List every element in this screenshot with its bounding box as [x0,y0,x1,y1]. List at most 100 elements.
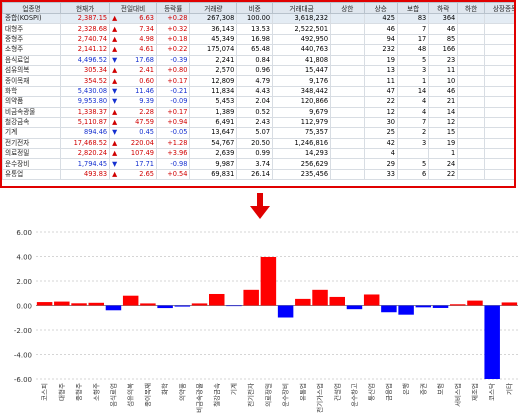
cell-volume: 2,570 [189,64,238,77]
x-tick-label: 유통업 [299,383,307,401]
x-tick-label: 소형주 [92,383,100,401]
cell-listed: 42 [484,127,514,139]
cell-change: ▲ 7.34 [109,23,157,35]
bar-1 [36,302,53,306]
change-value: 11.46 [135,86,154,95]
change-value: 107.49 [130,149,154,158]
down-triangle-icon: ▼ [112,55,118,64]
cell-fall: 24 [428,158,459,170]
x-tick-label: 운수장비 [281,383,290,407]
table-row[interactable]: 운수장비 1,794.45 ▼ 17.71 -0.98 9,987 3.74 256,629 2… [2,158,514,170]
cell-volume: 13,647 [189,127,238,139]
cell-fall: 23 [428,54,459,66]
cell-ratio: 26.14 [236,168,274,181]
cell-fall: 46 [428,85,459,98]
cell-amount: 9,679 [272,106,332,118]
column-header[interactable]: 상승 [363,2,398,14]
cell-price: 305.34 [60,64,111,77]
table-row[interactable]: 음식료업 4,496.52 ▼ 17.68 -0.39 2,241 0.84 41,808 19… [2,54,514,66]
cell-ratio: 13.53 [236,23,274,35]
cell-name: 음식료업 [2,54,62,66]
table-row[interactable]: 대형주 2,328.68 ▲ 7.34 +0.32 36,143 13.53 2,522,50… [2,23,514,35]
up-triangle-icon: ▲ [112,66,118,75]
cell-rise: 11 [363,75,398,87]
bar-15 [277,305,294,318]
column-header[interactable]: 등락률 [155,2,191,14]
bar-5 [105,305,122,311]
column-header[interactable]: 상장종목수 [484,2,514,14]
cell-price: 9,953.80 [60,96,111,108]
change-value: 47.59 [135,118,154,127]
cell-amount: 120,866 [272,96,332,108]
column-header[interactable]: 하한 [457,2,486,14]
sector-change-bar-chart: 6.00 4.00 2.00 0.00 -2.00 -4.00 -6.00 코스피 대형주 중형… [14,229,518,413]
cell-upper [330,64,365,77]
cell-flat: 7 [396,23,430,35]
table-row[interactable]: 전기전자 17,468.52 ▲ 220.04 +1.28 54,767 20.50 1,24… [2,137,514,150]
cell-upper [330,148,365,160]
column-header[interactable]: 전일대비 [109,2,157,14]
table-row[interactable]: 소형주 2,141.12 ▲ 4.61 +0.22 175,074 65.48 440,763… [2,44,514,56]
cell-rate: +3.96 [155,148,191,160]
table-row[interactable]: 종이목재 354.52 ▲ 0.60 +0.17 12,809 4.79 9,176 11 1 10… [2,75,514,87]
x-tick-label: 전기전자 [246,383,255,407]
cell-rate: -0.39 [155,54,191,66]
cell-fall: 10 [428,75,459,87]
cell-name: 유통업 [2,168,62,181]
column-header[interactable]: 비중 [236,2,274,14]
cell-volume: 1,389 [189,106,238,118]
column-header[interactable]: 현재가 [60,2,111,14]
cell-listed: 200 [484,33,514,46]
column-header[interactable]: 거래대금 [272,2,332,14]
table-row[interactable]: 의약품 9,953.80 ▼ 9.39 -0.09 5,453 2.04 120,866 22 4… [2,96,514,108]
table-row[interactable]: 화학 5,430.08 ▼ 11.46 -0.21 11,834 4.43 348,442 47… [2,85,514,98]
x-tick-label: 전기가스업 [315,383,324,413]
cell-ratio: 0.99 [236,148,274,160]
table-row[interactable]: 섬유의복 305.34 ▲ 2.41 +0.80 2,570 0.96 15,447 13 3 11… [2,64,514,77]
cell-name: 소형주 [2,44,62,56]
table-row[interactable]: 비금속광물 1,338.37 ▲ 2.28 +0.17 1,389 0.52 9,679 12 4… [2,106,514,118]
cell-volume: 69,831 [189,168,238,181]
cell-rise: 30 [363,116,398,129]
column-header[interactable]: 하락 [428,2,459,14]
cell-fall: 364 [428,12,459,25]
cell-price: 17,468.52 [60,137,111,150]
cell-rise: 25 [363,127,398,139]
cell-listed: 5 [484,148,514,160]
cell-upper [330,23,365,35]
cell-flat: 17 [396,33,430,46]
column-header[interactable]: 거래량 [189,2,238,14]
cell-volume: 12,809 [189,75,238,87]
cell-rise: 33 [363,168,398,181]
cell-change: ▲ 0.60 [109,75,157,87]
cell-rate: -0.98 [155,158,191,170]
cell-amount: 492,950 [272,33,332,46]
column-header[interactable]: 상한 [330,2,365,14]
bar-2 [54,301,70,306]
table-row[interactable]: 의료정밀 2,820.24 ▲ 107.49 +3.96 2,639 0.99 14,293 4… [2,148,514,160]
down-triangle-icon: ▼ [112,86,118,95]
cell-ratio: 4.79 [236,75,274,87]
table-row[interactable]: 유통업 493.83 ▲ 2.65 +0.54 69,831 26.14 235,456 33 6… [2,168,514,181]
cell-lower [457,137,486,150]
cell-name: 전기전자 [2,137,62,150]
table-row[interactable]: 중형주 2,740.74 ▲ 4.98 +0.18 45,349 16.98 492,950 9… [2,33,514,46]
cell-lower [457,64,486,77]
cell-rate: +0.80 [155,64,191,77]
cell-upper [330,44,365,56]
up-triangle-icon: ▲ [112,45,118,54]
cell-rise: 425 [363,12,398,25]
column-header[interactable]: 보합 [396,2,430,14]
cell-upper [330,96,365,108]
cell-flat: 83 [396,12,430,25]
column-header[interactable]: 업종명 [2,2,62,14]
cell-flat: 14 [396,85,430,98]
x-tick-label: 화학 [160,383,169,395]
table-row[interactable]: 철강금속 5,110.87 ▲ 47.59 +0.94 6,491 2.43 112,979 3… [2,116,514,129]
cell-upper [330,106,365,118]
x-tick-label: 은행 [401,383,410,395]
bar-3 [71,303,87,306]
table-row[interactable]: 종합(KOSPI) 2,387.15 ▲ 6.63 +0.28 267,308 100.00… [2,12,514,25]
cell-listed: 882 [484,12,514,25]
